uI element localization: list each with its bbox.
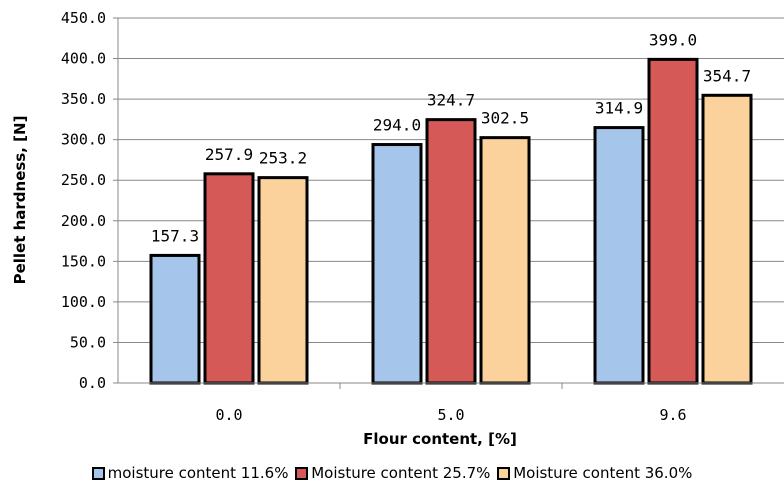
bars	[149, 57, 753, 385]
y-tick-label: 50.0	[70, 333, 106, 351]
x-tick-label: 5.0	[437, 406, 464, 424]
data-label: 399.0	[649, 30, 697, 49]
legend-label: Moisture content 25.7%	[311, 464, 491, 482]
x-axis-ticks: 0.0 5.0 9.6	[215, 383, 687, 424]
data-labels: 157.3 257.9 253.2 294.0 324.7 302.5 314.9 399.0…	[151, 30, 751, 245]
bar-series-3-5.0	[479, 136, 531, 385]
bar-series-2-0.0	[203, 172, 255, 385]
data-label: 257.9	[205, 145, 253, 164]
legend-item-series-3: Moisture content 36.0%	[497, 464, 692, 482]
data-label: 294.0	[373, 116, 421, 135]
data-label: 253.2	[259, 149, 307, 168]
data-label: 302.5	[481, 109, 529, 128]
legend-label: moisture content 11.6%	[107, 464, 289, 482]
y-tick-label: 450.0	[61, 9, 106, 27]
x-tick-label: 0.0	[215, 406, 242, 424]
legend-swatch	[91, 466, 105, 480]
legend: moisture content 11.6% Moisture content …	[0, 464, 784, 484]
legend-swatch	[497, 466, 511, 480]
y-tick-label: 300.0	[61, 131, 106, 149]
data-label: 324.7	[427, 91, 475, 110]
y-tick-label: 100.0	[61, 293, 106, 311]
y-axis-label: Pellet hardness, [N]	[11, 116, 29, 285]
data-label: 157.3	[151, 226, 199, 245]
bar-series-2-9.6	[647, 57, 699, 385]
bar-series-2-5.0	[425, 118, 477, 385]
y-tick-label: 350.0	[61, 90, 106, 108]
legend-item-series-1: moisture content 11.6%	[91, 464, 289, 482]
bar-series-3-9.6	[701, 93, 753, 385]
y-axis-ticks: 0.0 50.0 100.0 150.0 200.0 250.0 300.0 350.0 400…	[61, 9, 118, 392]
x-tick-label: 9.6	[659, 406, 686, 424]
y-tick-label: 250.0	[61, 171, 106, 189]
bar-series-1-9.6	[593, 126, 645, 385]
bar-series-1-5.0	[371, 143, 423, 385]
y-tick-label: 200.0	[61, 212, 106, 230]
y-tick-label: 0.0	[79, 374, 106, 392]
legend-swatch	[295, 466, 309, 480]
legend-label: Moisture content 36.0%	[513, 464, 693, 482]
x-axis-label: Flour content, [%]	[363, 430, 517, 448]
data-label: 354.7	[703, 66, 751, 85]
y-tick-label: 150.0	[61, 252, 106, 270]
legend-item-series-2: Moisture content 25.7%	[295, 464, 490, 482]
bar-series-1-0.0	[149, 253, 201, 385]
y-tick-label: 400.0	[61, 50, 106, 68]
bar-series-3-0.0	[257, 176, 309, 385]
data-label: 314.9	[595, 99, 643, 118]
